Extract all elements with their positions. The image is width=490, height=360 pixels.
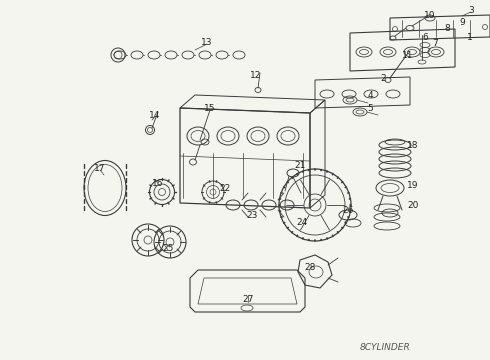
Text: 13: 13 <box>201 37 213 46</box>
Text: 20: 20 <box>407 201 418 210</box>
Text: 4: 4 <box>367 90 373 99</box>
Text: 27: 27 <box>243 296 254 305</box>
Text: 25: 25 <box>162 243 173 252</box>
Text: 2: 2 <box>380 73 386 82</box>
Text: 11: 11 <box>402 50 414 59</box>
Text: 22: 22 <box>220 184 231 193</box>
Text: 17: 17 <box>94 163 106 172</box>
Text: 21: 21 <box>294 161 306 170</box>
Text: 15: 15 <box>204 104 216 113</box>
Text: 28: 28 <box>304 264 316 273</box>
Text: 8: 8 <box>444 23 450 32</box>
Text: 23: 23 <box>246 211 258 220</box>
Text: 18: 18 <box>407 140 419 149</box>
Text: 16: 16 <box>152 179 164 188</box>
Text: 9: 9 <box>459 18 465 27</box>
Text: 12: 12 <box>250 71 262 80</box>
Text: 1: 1 <box>467 32 473 41</box>
Text: 10: 10 <box>424 10 436 19</box>
Text: 6: 6 <box>422 32 428 41</box>
Text: 3: 3 <box>468 5 474 14</box>
Text: 7: 7 <box>432 39 438 48</box>
Text: 8CYLINDER: 8CYLINDER <box>360 343 411 352</box>
Text: 19: 19 <box>407 180 419 189</box>
Text: 14: 14 <box>149 111 161 120</box>
Text: 5: 5 <box>367 104 373 113</box>
Text: 26: 26 <box>343 206 354 215</box>
Text: 24: 24 <box>296 217 308 226</box>
